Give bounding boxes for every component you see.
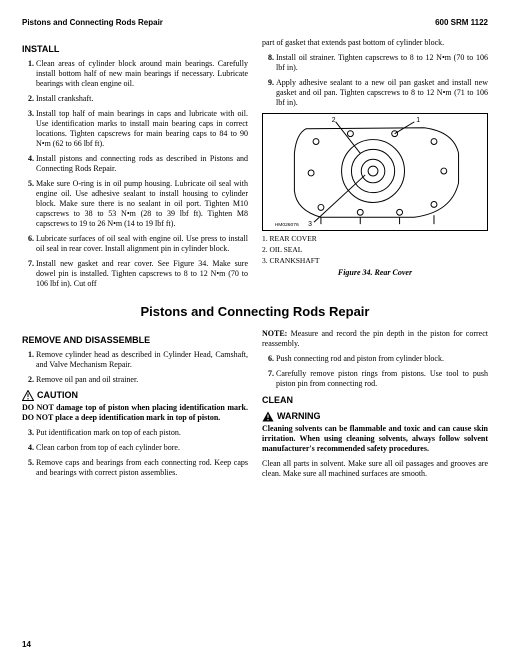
- remove-list-2: Put identification mark on top of each p…: [22, 428, 248, 478]
- page-number: 14: [22, 640, 31, 650]
- list-item: Install oil strainer. Tighten capscrews …: [276, 53, 488, 73]
- install-list: Clean areas of cylinder block around mai…: [22, 59, 248, 289]
- figure-tag: HM026076: [275, 222, 299, 228]
- caution-text: DO NOT damage top of piston when placing…: [22, 403, 248, 423]
- list-item: Push connecting rod and piston from cyli…: [276, 354, 488, 364]
- legend-3: 3. CRANKSHAFT: [262, 256, 488, 265]
- warning-header: WARNING: [262, 411, 488, 422]
- col-left-2: REMOVE AND DISASSEMBLE Remove cylinder h…: [22, 329, 248, 485]
- clean-para: Clean all parts in solvent. Make sure al…: [262, 459, 488, 479]
- list-item: Carefully remove piston rings from pisto…: [276, 369, 488, 389]
- page-header: Pistons and Connecting Rods Repair 600 S…: [22, 18, 488, 28]
- rear-cover-diagram-icon: 1 2 3 HM026076: [263, 114, 487, 230]
- warning-label: WARNING: [277, 411, 321, 422]
- warning-text: Cleaning solvents can be flammable and t…: [262, 424, 488, 454]
- lower-columns: REMOVE AND DISASSEMBLE Remove cylinder h…: [22, 329, 488, 485]
- list-item: Make sure O-ring is in oil pump housing.…: [36, 179, 248, 229]
- list-item: Clean carbon from top of each cylinder b…: [36, 443, 248, 453]
- legend-2: 2. OIL SEAL: [262, 245, 488, 254]
- caution-label: CAUTION: [37, 390, 78, 401]
- svg-text:3: 3: [308, 221, 312, 228]
- list-item: Remove cylinder head as described in Cyl…: [36, 350, 248, 370]
- install-cont: part of gasket that extends past bottom …: [262, 38, 488, 48]
- list-item: Lubricate surfaces of oil seal with engi…: [36, 234, 248, 254]
- list-item: Apply adhesive sealant to a new oil pan …: [276, 78, 488, 108]
- figure-34: 1 2 3 HM026076: [262, 113, 488, 231]
- list-item: Clean areas of cylinder block around mai…: [36, 59, 248, 89]
- col-left: INSTALL Clean areas of cylinder block ar…: [22, 38, 248, 294]
- upper-columns: INSTALL Clean areas of cylinder block ar…: [22, 38, 488, 294]
- right-list: Push connecting rod and piston from cyli…: [262, 354, 488, 389]
- list-item: Remove caps and bearings from each conne…: [36, 458, 248, 478]
- warning-triangle-icon: [262, 411, 274, 422]
- col-right: part of gasket that extends past bottom …: [262, 38, 488, 294]
- remove-list-1: Remove cylinder head as described in Cyl…: [22, 350, 248, 385]
- caution-triangle-icon: [22, 390, 34, 401]
- list-item: Install top half of main bearings in cap…: [36, 109, 248, 149]
- list-item: Install pistons and connecting rods as d…: [36, 154, 248, 174]
- list-item: Install new gasket and rear cover. See F…: [36, 259, 248, 289]
- header-left: Pistons and Connecting Rods Repair: [22, 18, 163, 28]
- list-item: Put identification mark on top of each p…: [36, 428, 248, 438]
- note-text: NOTE: Measure and record the pin depth i…: [262, 329, 488, 349]
- figure-caption: Figure 34. Rear Cover: [262, 268, 488, 278]
- list-item: Remove oil pan and oil strainer.: [36, 375, 248, 385]
- header-right: 600 SRM 1122: [435, 18, 488, 28]
- svg-text:1: 1: [416, 117, 420, 124]
- remove-heading: REMOVE AND DISASSEMBLE: [22, 335, 248, 346]
- clean-heading: CLEAN: [262, 395, 488, 406]
- col-right-2: NOTE: Measure and record the pin depth i…: [262, 329, 488, 485]
- caution-header: CAUTION: [22, 390, 248, 401]
- install-heading: INSTALL: [22, 44, 248, 55]
- list-item: Install crankshaft.: [36, 94, 248, 104]
- legend-1: 1. REAR COVER: [262, 234, 488, 243]
- install-list-right: Install oil strainer. Tighten capscrews …: [262, 53, 488, 108]
- section-title: Pistons and Connecting Rods Repair: [22, 304, 488, 320]
- svg-text:2: 2: [332, 117, 336, 124]
